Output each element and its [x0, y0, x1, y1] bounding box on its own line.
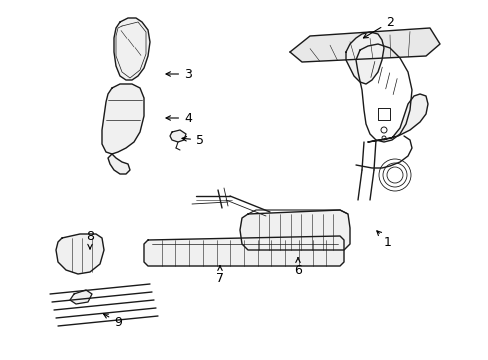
Text: 2: 2 [363, 15, 393, 38]
Polygon shape [143, 236, 343, 266]
Polygon shape [108, 154, 130, 174]
Text: 1: 1 [376, 231, 391, 248]
Text: 8: 8 [86, 230, 94, 249]
Polygon shape [102, 84, 143, 154]
Text: 9: 9 [103, 314, 122, 328]
Polygon shape [240, 210, 349, 250]
Polygon shape [346, 32, 383, 84]
Text: 7: 7 [216, 266, 224, 284]
Text: 3: 3 [166, 68, 192, 81]
Text: 4: 4 [166, 112, 192, 125]
Polygon shape [367, 94, 427, 142]
Polygon shape [114, 18, 150, 80]
Polygon shape [56, 234, 104, 274]
Polygon shape [289, 28, 439, 62]
Polygon shape [170, 130, 185, 142]
Text: 5: 5 [182, 134, 203, 147]
Text: 6: 6 [293, 258, 301, 276]
Polygon shape [70, 290, 92, 304]
